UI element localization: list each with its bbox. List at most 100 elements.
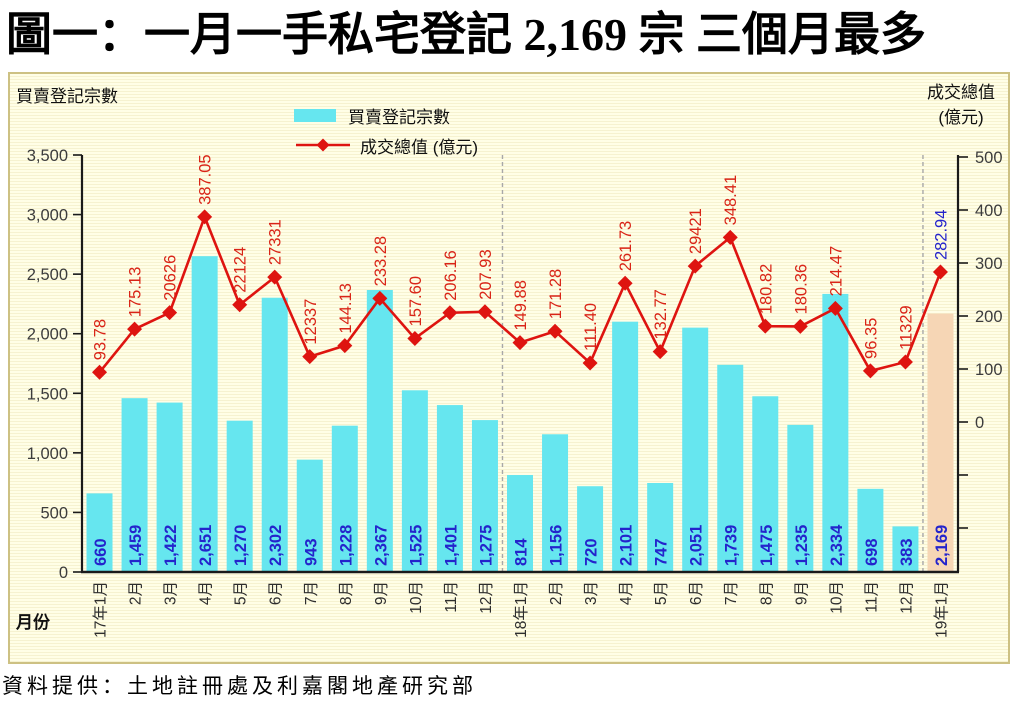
diamond-marker — [792, 318, 808, 334]
bar-value-label: 2,101 — [618, 525, 636, 566]
line-value-label: 175.13 — [127, 267, 145, 317]
left-axis-title: 買賣登記宗數 — [16, 87, 118, 106]
diamond-marker — [337, 338, 353, 354]
bar — [261, 297, 288, 572]
bar — [892, 526, 919, 572]
bar-value-label: 1,475 — [758, 525, 776, 566]
diamond-marker — [162, 305, 178, 321]
legend-diamond-icon — [316, 138, 330, 152]
line-value-label: 149.88 — [512, 280, 530, 330]
bar-value-label: 2,367 — [372, 525, 390, 566]
legend: 買賣登記宗數 成交總值 (億元) — [294, 100, 478, 160]
x-axis-label: 6月 — [688, 581, 705, 605]
bar-series-swatch-icon — [294, 108, 336, 122]
diamond-marker — [407, 330, 423, 346]
bar-value-label: 1,401 — [442, 525, 460, 566]
diamond-marker — [232, 297, 248, 313]
bar-value-label: 1,422 — [162, 525, 180, 566]
line-value-label: 261.73 — [617, 221, 635, 271]
bar — [507, 475, 533, 572]
bar — [86, 493, 113, 572]
diamond-marker — [897, 354, 913, 370]
x-axis-label: 9月 — [373, 581, 390, 605]
x-axis-label: 8月 — [338, 581, 355, 605]
diamond-marker — [862, 363, 878, 379]
x-axis-label: 11月 — [443, 581, 460, 613]
diamond-marker — [932, 264, 948, 280]
x-axis-label: 3月 — [583, 581, 600, 605]
bar — [822, 293, 849, 572]
x-axis-label: 11月 — [863, 581, 880, 613]
x-axis-label: 5月 — [653, 581, 670, 605]
right-tick-label: 200 — [975, 308, 1003, 326]
right-axis-title: 成交總值 (億元) — [918, 80, 1004, 130]
bar-value-label: 943 — [302, 538, 320, 566]
legend-bar-label: 買賣登記宗數 — [348, 107, 450, 127]
x-axis-label: 7月 — [303, 581, 320, 605]
line-value-label: 144.13 — [337, 283, 355, 333]
bar-value-label: 1,270 — [232, 525, 250, 566]
bar-value-label: 698 — [863, 538, 881, 566]
x-axis-label: 4月 — [618, 581, 635, 605]
right-tick-label: 300 — [975, 255, 1003, 273]
line-value-label: 132.77 — [652, 289, 670, 339]
bar — [156, 402, 183, 572]
diamond-marker — [652, 344, 668, 360]
bar-value-label: 383 — [898, 538, 916, 566]
diamond-marker — [582, 355, 598, 371]
bar-value-label: 814 — [513, 538, 531, 566]
x-axis-label: 9月 — [793, 581, 810, 605]
x-axis-label: 2月 — [548, 581, 565, 605]
bar — [717, 364, 744, 572]
left-tick-label: 500 — [40, 504, 68, 522]
diamond-marker — [477, 304, 493, 320]
x-axis-label: 10月 — [408, 581, 425, 614]
bar-value-label: 720 — [583, 538, 601, 566]
bar — [471, 420, 498, 572]
line-value-label: 93.78 — [92, 319, 110, 360]
bar — [577, 486, 604, 572]
legend-item-line: 成交總值 (億元) — [294, 130, 478, 160]
bar — [121, 398, 148, 572]
diamond-marker — [547, 323, 563, 339]
line-series-marker-icon — [296, 138, 350, 152]
diamond-marker — [722, 229, 738, 245]
x-axis-label: 3月 — [163, 581, 180, 605]
left-tick-label: 1,000 — [27, 445, 68, 463]
line-value-label: 12337 — [302, 299, 320, 345]
diamond-marker — [302, 349, 318, 365]
line-value-label: 348.41 — [722, 175, 740, 225]
bar — [296, 459, 323, 572]
bar-value-label: 2,334 — [828, 524, 846, 566]
diamond-marker — [757, 318, 773, 334]
line-value-label: 29421 — [687, 208, 705, 254]
bar — [191, 256, 218, 572]
bar-value-label: 2,302 — [267, 525, 285, 566]
bar-value-label: 1,228 — [337, 525, 355, 566]
right-tick-label: 500 — [975, 149, 1003, 167]
x-axis-label: 12月 — [898, 581, 915, 614]
bar — [612, 321, 639, 572]
left-tick-label: 3,500 — [27, 147, 68, 165]
legend-item-bars: 買賣登記宗數 — [294, 100, 478, 130]
diamond-marker — [372, 290, 388, 306]
bar-value-label: 1,739 — [723, 525, 741, 566]
x-axis-label: 6月 — [268, 581, 285, 605]
x-axis-label: 19年1月 — [932, 581, 950, 638]
bar-value-label: 660 — [92, 538, 110, 566]
bar-value-label: 2,651 — [197, 525, 215, 566]
bar-value-label: 2,051 — [688, 525, 706, 566]
left-tick-label: 3,000 — [27, 207, 68, 225]
x-axis-title: 月份 — [16, 613, 50, 632]
chart-area: 買賣登記宗數 成交總值 (億元) 月份 買賣登記宗數 成交總值 (億元) 660… — [8, 72, 1010, 664]
bar — [647, 483, 674, 572]
bar-value-label: 1,275 — [477, 525, 495, 566]
bar — [401, 390, 428, 572]
line-value-label: 180.82 — [757, 264, 775, 314]
bar — [331, 425, 358, 572]
bar — [927, 313, 954, 572]
diamond-marker — [442, 305, 458, 321]
legend-line-label: 成交總值 (億元) — [360, 137, 479, 157]
bar — [366, 289, 393, 572]
line-value-label: 22124 — [232, 247, 250, 293]
